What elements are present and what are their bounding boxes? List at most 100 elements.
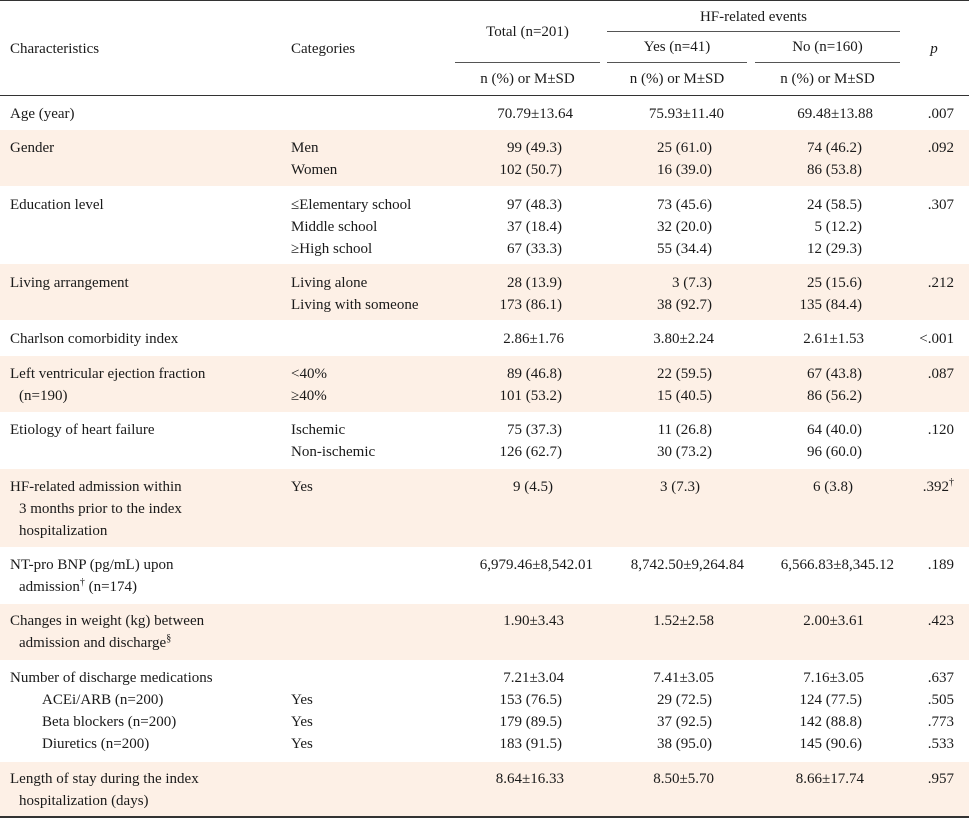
gender-yes-women: 16 (39.0) bbox=[657, 162, 712, 178]
gender-no-men: 74 (46.2) bbox=[807, 140, 862, 156]
row-weight bbox=[0, 604, 969, 660]
lvef-label: Left ventricular ejection fraction bbox=[10, 366, 206, 382]
gender-yes-men: 25 (61.0) bbox=[657, 140, 712, 156]
gender-p: .092 bbox=[927, 140, 954, 156]
age-p: .007 bbox=[927, 106, 954, 122]
gender-cat-women: Women bbox=[291, 162, 338, 178]
living-cat-someone: Living with someone bbox=[291, 297, 419, 313]
los-total: 8.64±16.33 bbox=[495, 771, 564, 787]
education-cat-elementary: ≤Elementary school bbox=[291, 197, 412, 213]
ntprobnp-no: 6,566.83±8,345.12 bbox=[780, 557, 894, 573]
etiology-yes-2: 30 (73.2) bbox=[657, 444, 712, 460]
beta-label: Beta blockers (n=200) bbox=[42, 714, 177, 730]
charlson-no: 2.61±1.53 bbox=[803, 331, 864, 347]
diuretics-no: 145 (90.6) bbox=[799, 736, 863, 752]
ntprobnp-p: .189 bbox=[927, 557, 954, 573]
header-categories: Categories bbox=[291, 41, 356, 57]
education-cat-middle: Middle school bbox=[291, 219, 378, 235]
admission-label-1: HF-related admission within bbox=[10, 479, 182, 495]
header-stat-no: n (%) or M±SD bbox=[780, 71, 875, 87]
header-stat-yes: n (%) or M±SD bbox=[629, 71, 725, 87]
acei-p: .505 bbox=[927, 692, 954, 708]
weight-yes: 1.52±2.58 bbox=[653, 613, 714, 629]
living-yes-1: 3 (7.3) bbox=[672, 275, 712, 291]
los-label-1: Length of stay during the index bbox=[10, 771, 199, 787]
header-no-rule bbox=[755, 62, 900, 63]
admission-total: 9 (4.5) bbox=[513, 479, 553, 495]
education-no-2: 5 (12.2) bbox=[814, 219, 863, 235]
row-living bbox=[0, 264, 969, 320]
age-total: 70.79±13.64 bbox=[497, 106, 573, 122]
ntprobnp-yes: 8,742.50±9,264.84 bbox=[630, 557, 744, 573]
education-total-2: 37 (18.4) bbox=[507, 219, 562, 235]
living-total-1: 28 (13.9) bbox=[507, 275, 562, 291]
admission-label-3: hospitalization bbox=[19, 523, 108, 539]
lvef-no-1: 67 (43.8) bbox=[807, 366, 862, 382]
los-p: .957 bbox=[927, 771, 954, 787]
education-p: .307 bbox=[927, 197, 954, 213]
charlson-p: <.001 bbox=[919, 331, 954, 347]
etiology-cat-2: Non-ischemic bbox=[291, 444, 376, 460]
admission-yes: 3 (7.3) bbox=[660, 479, 700, 495]
lvef-yes-1: 22 (59.5) bbox=[657, 366, 712, 382]
weight-label-2: admission and discharge§ bbox=[19, 633, 172, 652]
charlson-total: 2.86±1.76 bbox=[503, 331, 564, 347]
header-hf-events: HF-related events bbox=[699, 9, 808, 25]
row-gender bbox=[0, 130, 969, 186]
table-header bbox=[0, 0, 969, 96]
lvef-no-2: 86 (56.2) bbox=[807, 388, 862, 404]
gender-label: Gender bbox=[10, 140, 55, 156]
education-total-3: 67 (33.3) bbox=[507, 241, 562, 257]
admission-p-footnote-mark: † bbox=[949, 477, 954, 488]
header-total-rule bbox=[455, 62, 600, 63]
ntprobnp-label-2: admission† (n=174) bbox=[19, 577, 138, 596]
education-cat-high: ≥High school bbox=[291, 241, 373, 257]
education-yes-3: 55 (34.4) bbox=[657, 241, 712, 257]
header-no: No (n=160) bbox=[792, 39, 863, 55]
beta-yes: 37 (92.5) bbox=[657, 714, 712, 730]
charlson-yes: 3.80±2.24 bbox=[653, 331, 714, 347]
lvef-label-n: (n=190) bbox=[19, 388, 68, 404]
ntprobnp-total: 6,979.46±8,542.01 bbox=[479, 557, 593, 573]
age-no: 69.48±13.88 bbox=[797, 106, 873, 122]
meds-label: Number of discharge medications bbox=[10, 670, 213, 686]
row-length-of-stay bbox=[0, 762, 969, 816]
beta-no: 142 (88.8) bbox=[799, 714, 863, 730]
los-label-2: hospitalization (days) bbox=[19, 793, 149, 809]
beta-total: 179 (89.5) bbox=[499, 714, 563, 730]
etiology-no-2: 96 (60.0) bbox=[807, 444, 862, 460]
beta-cat: Yes bbox=[291, 714, 313, 730]
living-label: Living arrangement bbox=[10, 275, 129, 291]
acei-label: ACEi/ARB (n=200) bbox=[42, 692, 164, 708]
lvef-total-1: 89 (46.8) bbox=[507, 366, 562, 382]
etiology-yes-1: 11 (26.8) bbox=[657, 422, 712, 438]
header-total: Total (n=201) bbox=[486, 24, 569, 40]
education-no-3: 12 (29.3) bbox=[807, 241, 862, 257]
age-label: Age (year) bbox=[10, 106, 75, 122]
weight-total: 1.90±3.43 bbox=[503, 613, 564, 629]
lvef-cat-1: <40% bbox=[291, 366, 327, 382]
living-p: .212 bbox=[927, 275, 954, 291]
header-group-rule bbox=[607, 31, 900, 32]
etiology-no-1: 64 (40.0) bbox=[807, 422, 862, 438]
gender-no-women: 86 (53.8) bbox=[807, 162, 862, 178]
admission-p: .392† bbox=[922, 477, 954, 496]
weight-no: 2.00±3.61 bbox=[803, 613, 864, 629]
education-label: Education level bbox=[10, 197, 104, 213]
lvef-cat-2: ≥40% bbox=[291, 388, 327, 404]
living-cat-alone: Living alone bbox=[291, 275, 368, 291]
weight-p: .423 bbox=[927, 613, 954, 629]
admission-no: 6 (3.8) bbox=[813, 479, 853, 495]
charlson-label: Charlson comorbidity index bbox=[10, 331, 179, 347]
meds-p: .637 bbox=[927, 670, 954, 686]
education-yes-1: 73 (45.6) bbox=[657, 197, 712, 213]
weight-footnote-mark: § bbox=[166, 633, 172, 644]
diuretics-p: .533 bbox=[927, 736, 954, 752]
etiology-total-2: 126 (62.7) bbox=[499, 444, 563, 460]
weight-label-1: Changes in weight (kg) between bbox=[10, 613, 205, 629]
lvef-p: .087 bbox=[927, 366, 954, 382]
meds-yes: 7.41±3.05 bbox=[653, 670, 714, 686]
acei-no: 124 (77.5) bbox=[799, 692, 863, 708]
lvef-yes-2: 15 (40.5) bbox=[657, 388, 712, 404]
